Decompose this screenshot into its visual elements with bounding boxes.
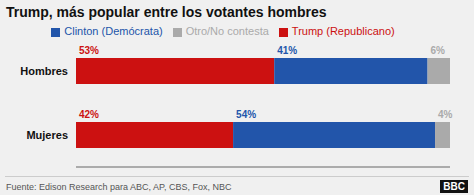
html-text:Fuente: Edison Research para A: Fuente: Edison Research para ABC, AP, CB… (6, 182, 232, 192)
html-text:Trump (Republicano): Trump (Republicano) (291, 25, 395, 37)
svg-text:53%: 53% (79, 45, 99, 56)
html-text:Otro/No contesta: Otro/No contesta (185, 25, 269, 37)
html-text:Clinton (Demócrata): Clinton (Demócrata) (64, 25, 163, 37)
svg-text:6%: 6% (431, 45, 446, 56)
svg-text:Mujeres: Mujeres (26, 129, 68, 141)
svg-text:42%: 42% (79, 109, 99, 120)
html-text:Trump, más popular entre los v: Trump, más popular entre los votantes ho… (6, 4, 327, 20)
svg-text:54%: 54% (236, 109, 256, 120)
html-text:BBC: BBC (443, 181, 465, 192)
svg-text:4%: 4% (438, 109, 453, 120)
svg-text:Hombres: Hombres (20, 65, 68, 77)
svg-text:41%: 41% (277, 45, 297, 56)
